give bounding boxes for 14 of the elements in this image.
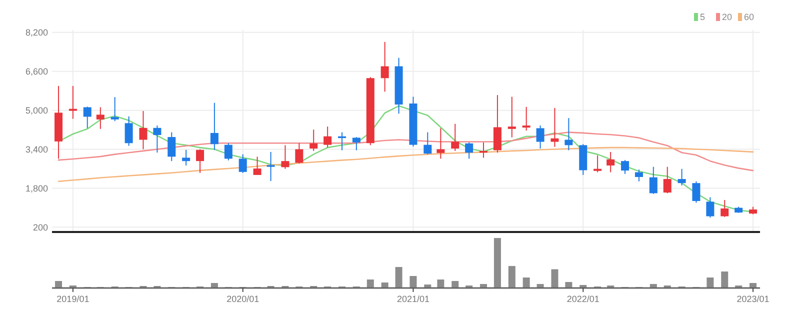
legend-label: 60 (744, 12, 754, 22)
y-tick-label: 1,800 (25, 183, 48, 194)
y-tick-label: 8,200 (25, 28, 48, 38)
y-tick-label: 6,600 (25, 66, 48, 77)
x-tick-label: 2022/01 (566, 294, 600, 304)
legend-label: 20 (722, 12, 732, 22)
legend-label: 5 (700, 12, 706, 22)
y-tick-label: 3,400 (25, 144, 48, 154)
x-tick-label: 2019/01 (56, 294, 90, 304)
y-tick-label: 200 (32, 222, 48, 232)
x-tick-label: 2023/01 (736, 294, 770, 304)
x-tick-label: 2021/01 (396, 294, 430, 304)
x-tick-label: 2020/01 (226, 294, 260, 304)
y-tick-label: 5,000 (25, 105, 48, 116)
